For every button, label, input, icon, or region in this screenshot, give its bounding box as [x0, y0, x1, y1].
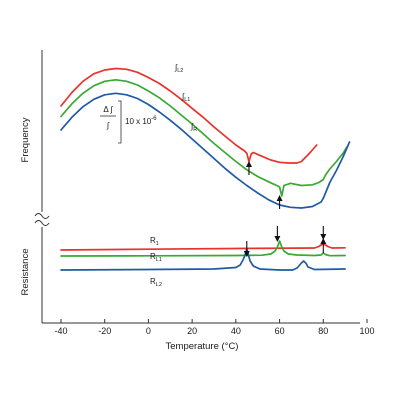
x-tick-label: 100	[359, 326, 374, 336]
y-axis	[33, 50, 51, 323]
series-label-res-l2: RL2	[150, 277, 162, 288]
y-axis-title-resistance: Resistance	[20, 249, 31, 296]
x-tick-label: 40	[231, 326, 241, 336]
x-tick-label: 20	[187, 326, 197, 336]
series-label-res-l1: RL1	[150, 252, 162, 263]
scale-bracket	[118, 100, 122, 144]
series-line-res-l2	[60, 248, 346, 271]
x-tick-label: 0	[146, 326, 151, 336]
series-line-res-l1	[60, 240, 346, 257]
axis-break	[33, 212, 51, 227]
transition-arrow	[274, 226, 281, 242]
x-axis: -40 -20 0 20 40 60 80 100	[42, 319, 375, 336]
scale-numerator: Δ ∫	[103, 105, 113, 114]
series-label-freq-r: ∫R	[190, 122, 197, 133]
transition-arrow	[276, 195, 283, 209]
series-line-freq-l1	[60, 78, 349, 197]
x-tick-label: 80	[318, 326, 328, 336]
series-label-freq-l1: ∫L1	[181, 92, 190, 103]
scale-value-exponent: -6	[151, 116, 157, 122]
scale-value-base: 10 x 10	[125, 117, 152, 126]
x-tick-label: -40	[54, 326, 67, 336]
transition-arrow	[320, 226, 327, 240]
y-axis-title-frequency: Frequency	[20, 117, 31, 162]
series-line-res-1	[60, 243, 346, 251]
scale-value: 10 x 10-6	[125, 116, 157, 126]
transition-arrow	[320, 238, 327, 253]
x-tick-label: -20	[98, 326, 111, 336]
transition-arrow	[243, 241, 250, 257]
x-tick-label: 60	[275, 326, 285, 336]
series-label-freq-l2: ∫L2	[174, 63, 183, 74]
scale-annotation: Δ ∫ ∫ 10 x 10-6	[100, 100, 157, 144]
scale-denominator: ∫	[106, 121, 110, 130]
series-line-freq-l2	[60, 67, 318, 164]
series-label-res-1: R1	[150, 236, 159, 247]
series-line-freq-r	[60, 92, 351, 209]
transition-arrow	[245, 161, 252, 175]
x-axis-title: Temperature (°C)	[166, 341, 239, 352]
